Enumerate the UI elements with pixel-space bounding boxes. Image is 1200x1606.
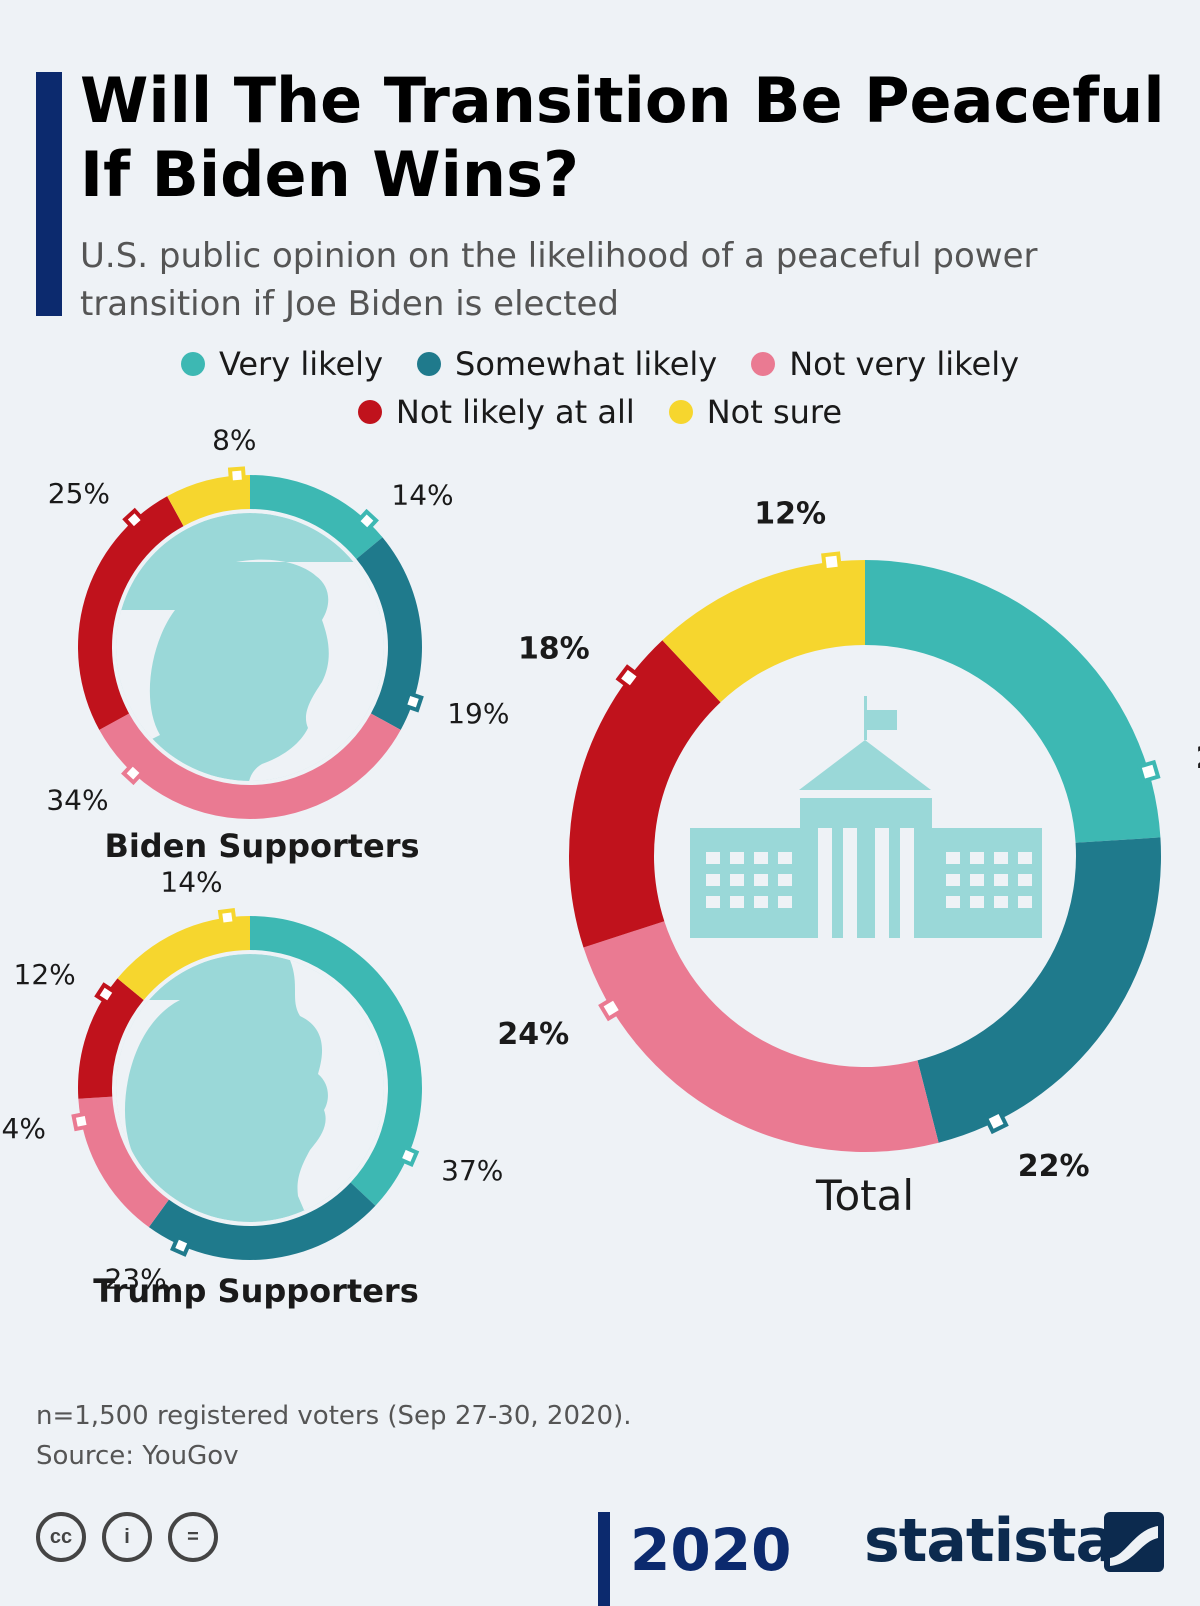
slice-value-label: 24% bbox=[1196, 741, 1200, 776]
slice-marker bbox=[227, 466, 247, 485]
no-derivatives-icon: = bbox=[168, 1512, 218, 1562]
title-accent-bar bbox=[36, 72, 62, 316]
slice-marker bbox=[170, 1234, 193, 1257]
logo-divider bbox=[598, 1512, 610, 1606]
statista-mark-icon bbox=[1104, 1512, 1164, 1572]
donut-slice bbox=[78, 1096, 169, 1228]
year-2020-logo: 2020 bbox=[630, 1516, 791, 1584]
slice-value-label: 34% bbox=[46, 783, 108, 816]
legend-item: Not sure bbox=[668, 393, 843, 431]
statista-logo: statista bbox=[864, 1506, 1116, 1576]
page-title: Will The Transition Be Peaceful If Biden… bbox=[80, 64, 1165, 211]
legend-label: Not very likely bbox=[789, 345, 1020, 383]
donut-slice bbox=[78, 496, 184, 730]
slice-marker bbox=[122, 507, 147, 532]
donut-slice bbox=[250, 475, 383, 560]
slice-marker bbox=[121, 761, 146, 786]
donut-slice bbox=[250, 916, 422, 1206]
license-icons: cc i = bbox=[36, 1512, 218, 1562]
donut-slice bbox=[583, 921, 939, 1152]
legend-item: Very likely bbox=[180, 345, 383, 383]
slice-value-label: 14% bbox=[0, 1112, 46, 1145]
slice-value-label: 25% bbox=[48, 477, 110, 510]
legend-swatch bbox=[417, 352, 441, 376]
slice-marker bbox=[354, 508, 379, 533]
year-2020-text: 2020 bbox=[630, 1516, 791, 1584]
slice-value-label: 19% bbox=[447, 697, 509, 730]
slice-marker bbox=[821, 551, 843, 573]
slice-marker bbox=[396, 1144, 420, 1167]
slice-value-label: 23% bbox=[105, 1262, 167, 1295]
legend-item: Somewhat likely bbox=[417, 345, 717, 383]
slice-value-label: 18% bbox=[518, 631, 590, 666]
slice-marker bbox=[402, 690, 424, 713]
sample-note: n=1,500 registered voters (Sep 27-30, 20… bbox=[36, 1401, 632, 1431]
legend-label: Somewhat likely bbox=[455, 345, 718, 383]
slice-marker bbox=[983, 1108, 1009, 1135]
slice-marker bbox=[598, 995, 625, 1022]
chart-title: Trump Supporters bbox=[93, 1272, 419, 1310]
slice-marker bbox=[615, 664, 643, 691]
slice-marker bbox=[1136, 759, 1161, 784]
slice-value-label: 12% bbox=[14, 958, 76, 991]
slice-marker bbox=[71, 1111, 92, 1132]
legend-swatch bbox=[357, 400, 382, 424]
donut-slice bbox=[99, 713, 401, 820]
slice-value-label: 14% bbox=[391, 478, 453, 511]
chart-title: Biden Supporters bbox=[104, 827, 419, 865]
attribution-icon: i bbox=[102, 1512, 152, 1562]
slice-value-label: 8% bbox=[212, 423, 256, 456]
trump-silhouette-icon bbox=[116, 954, 384, 1222]
chart-legend: Very likely Somewhat likely Not very likel… bbox=[0, 345, 1200, 431]
donut-slice bbox=[662, 560, 865, 703]
slice-value-label: 24% bbox=[497, 1017, 569, 1052]
legend-label: Not sure bbox=[706, 393, 843, 431]
page-subtitle: U.S. public opinion on the likelihood of… bbox=[80, 236, 1038, 324]
white-house-icon bbox=[690, 696, 1042, 938]
slice-value-label: 22% bbox=[1018, 1149, 1090, 1184]
legend-swatch bbox=[751, 352, 776, 376]
slice-value-label: 12% bbox=[754, 497, 826, 532]
legend-label: Not likely at all bbox=[395, 393, 635, 431]
legend-swatch bbox=[668, 400, 693, 424]
legend-swatch bbox=[180, 352, 205, 376]
legend-item: Not likely at all bbox=[357, 393, 635, 431]
slice-marker bbox=[217, 907, 237, 928]
chart-title: Total bbox=[815, 1171, 914, 1220]
slice-value-label: 14% bbox=[160, 866, 222, 899]
slice-marker bbox=[94, 982, 118, 1006]
donut-slice bbox=[167, 475, 250, 527]
donut-slice bbox=[356, 537, 422, 730]
donut-slice bbox=[568, 640, 721, 948]
legend-label: Very likely bbox=[218, 345, 383, 383]
donut-slice bbox=[148, 1182, 376, 1260]
creative-commons-icon: cc bbox=[36, 1512, 86, 1562]
donut-slice bbox=[78, 978, 144, 1099]
donut-slice bbox=[917, 837, 1161, 1143]
slice-value-label: 37% bbox=[441, 1154, 503, 1187]
source-note: Source: YouGov bbox=[36, 1441, 239, 1471]
donut-slice bbox=[117, 916, 250, 1001]
legend-item: Not very likely bbox=[751, 345, 1019, 383]
donut-slice bbox=[865, 560, 1161, 843]
footnote: n=1,500 registered voters (Sep 27-30, 20… bbox=[36, 1396, 936, 1476]
